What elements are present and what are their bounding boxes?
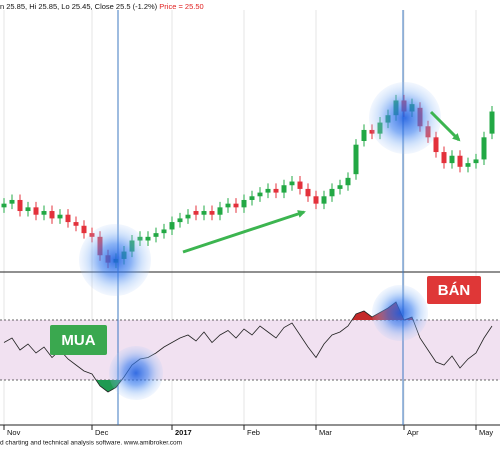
candle-body xyxy=(353,144,359,175)
candle-body xyxy=(177,218,183,223)
candle-body xyxy=(161,229,167,234)
x-tick-label: May xyxy=(479,428,493,437)
candle-body xyxy=(49,211,55,219)
candle-body xyxy=(209,211,215,215)
trend-arrow xyxy=(182,210,306,254)
candle-body xyxy=(257,192,263,197)
highlight-circle xyxy=(369,82,441,154)
candle-body xyxy=(185,214,191,219)
candle-body xyxy=(481,137,487,160)
candle-body xyxy=(153,233,159,237)
highlight-circle xyxy=(109,346,163,400)
x-tick-label: Nov xyxy=(7,428,21,437)
candle-body xyxy=(313,196,319,204)
x-tick-label: Mar xyxy=(319,428,332,437)
x-tick-label: Dec xyxy=(95,428,109,437)
price-label: Price = 25.50 xyxy=(159,2,203,11)
buy-badge xyxy=(50,325,107,355)
highlight-circle xyxy=(372,285,428,341)
x-tick-label: Apr xyxy=(407,428,419,437)
candle-body xyxy=(361,129,367,141)
x-tick-labels: Nov Dec 2017 Feb Mar Apr May xyxy=(3,425,493,437)
buy-label: MUA xyxy=(61,332,95,349)
candle-body xyxy=(337,185,343,189)
candle-body xyxy=(225,203,231,208)
sell-badge xyxy=(427,276,481,304)
candle-body xyxy=(145,236,151,241)
candle-body xyxy=(449,155,455,164)
candle-body xyxy=(473,159,479,164)
candle-body xyxy=(297,181,303,189)
candle-body xyxy=(193,211,199,215)
candle-body xyxy=(281,185,287,193)
candle-body xyxy=(465,163,471,167)
candle-body xyxy=(241,199,247,208)
candle-body xyxy=(17,199,23,212)
x-tick-label: Feb xyxy=(247,428,260,437)
candle-body xyxy=(41,211,47,215)
candle-body xyxy=(273,188,279,193)
sell-label: BÁN xyxy=(438,282,471,299)
candle-body xyxy=(9,199,15,204)
header: n 25.85, Hi 25.85, Lo 25.45, Close 25.5 … xyxy=(0,2,204,11)
candle-body xyxy=(305,188,311,197)
candle-body xyxy=(81,225,87,234)
candle-body xyxy=(265,188,271,193)
candle-body xyxy=(1,203,7,208)
x-tick-label: 2017 xyxy=(175,428,192,437)
candle-body xyxy=(433,137,439,153)
candle-body xyxy=(33,207,39,215)
candle-body xyxy=(57,214,63,219)
candle-body xyxy=(249,196,255,200)
candle-body xyxy=(441,152,447,164)
candle-body xyxy=(321,196,327,204)
highlight-circle xyxy=(79,224,151,296)
candle-body xyxy=(65,214,71,223)
candle-body xyxy=(233,203,239,208)
candle-body xyxy=(489,111,495,134)
footer: d charting and technical analysis softwa… xyxy=(0,440,182,447)
candle-body xyxy=(289,181,295,186)
candle-body xyxy=(329,188,335,197)
trend-arrow xyxy=(429,110,461,142)
candle-body xyxy=(345,177,351,186)
candle-body xyxy=(217,207,223,215)
oversold-fill xyxy=(4,380,492,392)
candle-body xyxy=(169,222,175,230)
candle-body xyxy=(73,222,79,226)
candle-body xyxy=(457,155,463,167)
candle-body xyxy=(25,207,31,212)
header-info: n 25.85, Hi 25.85, Lo 25.45, Close 25.5 … xyxy=(0,2,158,11)
candle-body xyxy=(201,211,207,215)
